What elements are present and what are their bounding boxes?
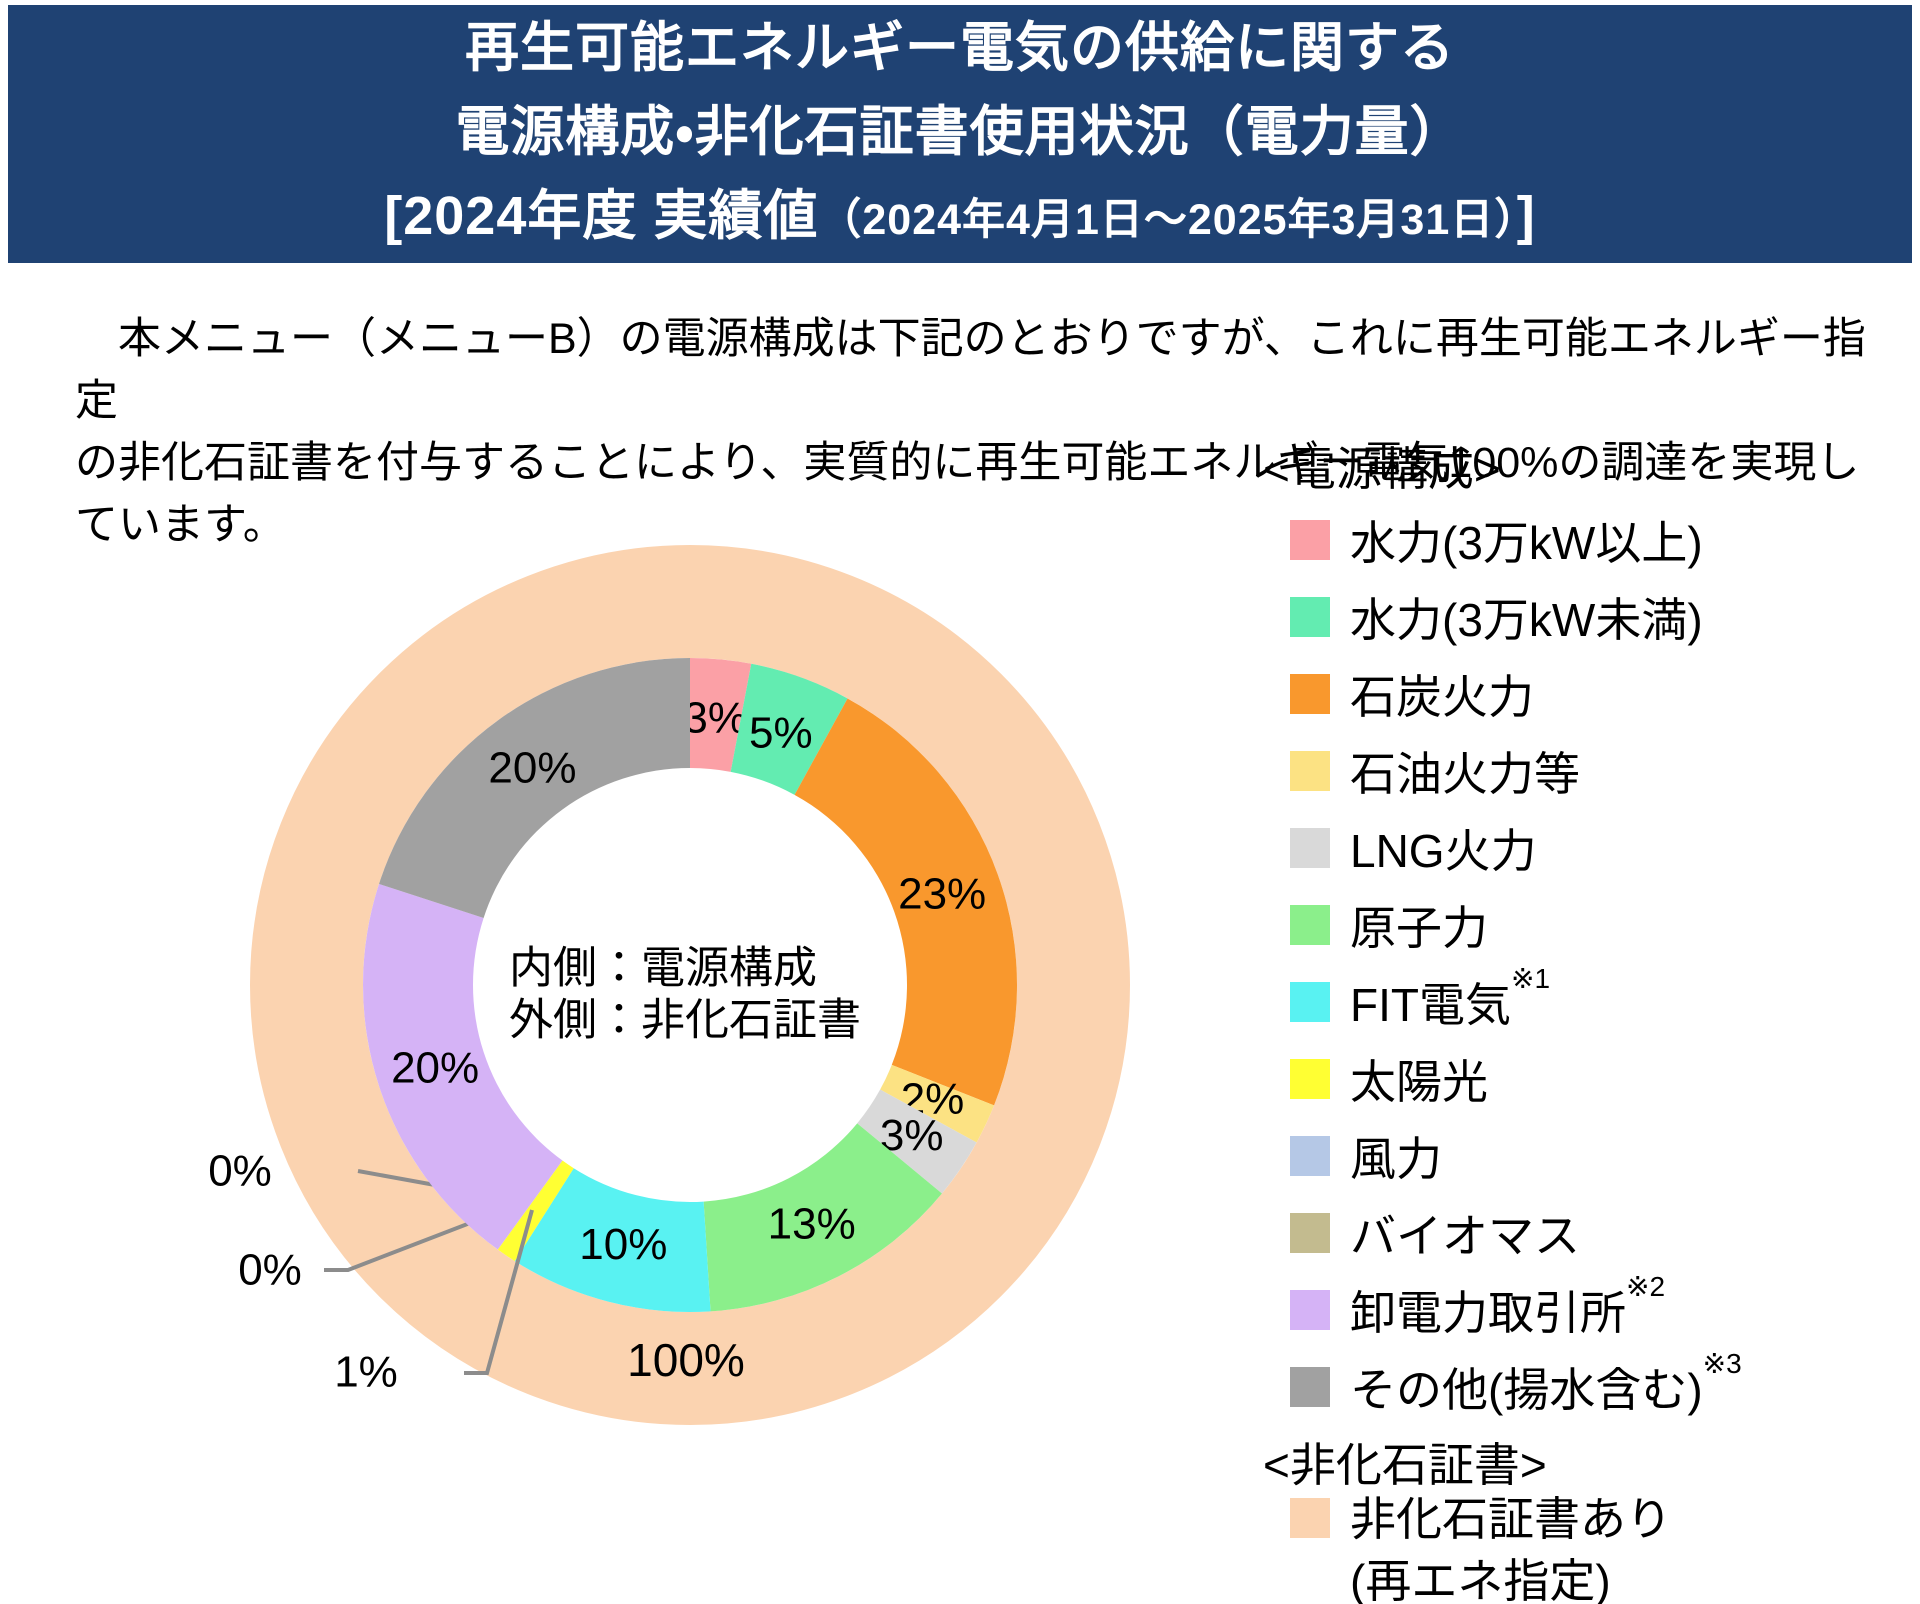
legend-group-header: <非化石証書>: [1263, 1439, 1547, 1491]
title-line-3-period: （2024年4月1日～2025年3月31日）: [818, 196, 1517, 244]
legend-color-swatch: [1290, 1366, 1330, 1407]
legend-item: LNG火力: [1263, 809, 1908, 886]
legend-item-label: 卸電力取引所※2: [1350, 1271, 1666, 1339]
legend-item-label: 石油火力等: [1350, 747, 1580, 800]
donut-segment: [514, 1168, 711, 1312]
legend-item: 卸電力取引所※2: [1263, 1271, 1908, 1348]
title-line-3-prefix: [2024年度 実績値: [384, 186, 819, 246]
legend-item-label: 原子力: [1350, 901, 1488, 954]
title-line-3: [2024年度 実績値（2024年4月1日～2025年3月31日）]: [384, 174, 1536, 262]
legend: <電源構成> 水力(3万kW以上) 水力(3万kW未満) 石炭火力石油火力等 LNG火力…: [1263, 444, 1908, 1604]
chart-percent-label: 13%: [768, 1199, 856, 1248]
intro-paragraph: 本メニュー（メニューB）の電源構成は下記のとおりですが、これに再生可能エネルギー…: [75, 308, 1885, 556]
title-line-1: 再生可能エネルギー電気の供給に関する: [465, 18, 1455, 78]
legend-item: 石油火力等: [1263, 732, 1908, 809]
legend-item-label: 水力(3万kW以上): [1350, 516, 1703, 569]
legend-item: 水力(3万kW以上): [1263, 501, 1908, 578]
legend-color-swatch: [1290, 596, 1330, 637]
legend-item: 非化石証書あり (再エネ指定): [1263, 1488, 1908, 1604]
chart-percent-label: 100%: [627, 1334, 745, 1386]
legend-color-swatch: [1290, 1135, 1330, 1176]
legend-item: 風力: [1263, 1117, 1908, 1194]
legend-item: FIT電気※1: [1263, 963, 1908, 1040]
legend-color-swatch: [1290, 827, 1330, 868]
intro-line: ています。: [75, 501, 286, 549]
leader-line: [324, 1201, 523, 1272]
chart-percent-label: 20%: [488, 744, 576, 793]
legend-item-label: FIT電気※1: [1350, 963, 1551, 1031]
legend-color-swatch: [1290, 1498, 1330, 1538]
chart-percent-label: 0%: [238, 1246, 302, 1295]
title-line-2: 電源構成・非化石証書使用状況（電力量）: [455, 102, 1465, 162]
legend-item-label: その他(揚水含む)※3: [1350, 1348, 1742, 1416]
donut-segment: [690, 658, 752, 772]
legend-item-label: 水力(3万kW未満): [1350, 593, 1703, 646]
legend-color-swatch: [1290, 1289, 1330, 1330]
leader-line: [464, 1209, 534, 1375]
legend-item-label: 非化石証書あり (再エネ指定): [1350, 1493, 1672, 1604]
legend-item: 原子力: [1263, 886, 1908, 963]
chart-percent-label: 10%: [579, 1220, 667, 1269]
chart-percent-label: 3%: [683, 694, 747, 743]
legend-item: その他(揚水含む)※3: [1263, 1348, 1908, 1425]
legend-color-swatch: [1290, 673, 1330, 714]
donut-outer-ring-segment: [250, 545, 1130, 1425]
title-line-3-suffix: ]: [1516, 186, 1536, 246]
legend-item: 水力(3万kW未満): [1263, 578, 1908, 655]
chart-percent-label: 1%: [334, 1348, 398, 1397]
title-banner: 再生可能エネルギー電気の供給に関する 電源構成・非化石証書使用状況（電力量） […: [8, 5, 1912, 263]
intro-line: 本メニュー（メニューB）の電源構成は下記のとおりですが、これに再生可能エネルギー…: [75, 315, 1866, 425]
donut-segment: [730, 663, 848, 795]
legend-color-swatch: [1290, 519, 1330, 560]
legend-item-label: 風力: [1350, 1132, 1442, 1185]
legend-item: 太陽光: [1263, 1040, 1908, 1117]
donut-segment: [379, 658, 690, 918]
legend-color-swatch: [1290, 904, 1330, 945]
donut-chart: 3% 5%23%2%3%13%10%1%0%0%20%20%100%内側：電源構成…: [208, 545, 1130, 1425]
donut-segment: [497, 1160, 574, 1262]
intro-line: の非化石証書を付与することにより、実質的に再生可能エネルギー電気100%の調達を…: [75, 439, 1860, 487]
legend-item: バイオマス: [1263, 1194, 1908, 1271]
donut-segment: [363, 883, 563, 1250]
legend-color-swatch: [1290, 1212, 1330, 1253]
legend-item-label: バイオマス: [1350, 1209, 1580, 1262]
chart-percent-label: 5%: [749, 708, 813, 757]
legend-color-swatch: [1290, 750, 1330, 791]
donut-segment: [880, 1064, 995, 1143]
legend-color-swatch: [1290, 1058, 1330, 1099]
chart-percent-label: 23%: [898, 870, 986, 919]
legend-item-label: LNG火力: [1350, 824, 1537, 877]
chart-center-label: 外側：非化石証書: [509, 996, 861, 1045]
legend-item-label: 石炭火力: [1350, 670, 1534, 723]
legend-group-header: <電源構成>: [1263, 443, 1501, 495]
donut-segment: [857, 1089, 977, 1194]
donut-segment: [794, 698, 1018, 1106]
chart-center-label: 内側：電源構成: [509, 944, 817, 993]
chart-percent-label: 0%: [208, 1147, 272, 1196]
legend-item: 石炭火力: [1263, 655, 1908, 732]
donut-segment: [703, 1123, 942, 1312]
chart-percent-label: 20%: [391, 1043, 479, 1092]
legend-item-label: 太陽光: [1350, 1055, 1488, 1108]
legend-color-swatch: [1290, 981, 1330, 1022]
donut-chart-area: 3% 5% 23% 2% 3% 13% 10% 1% 0% 0% 20% 20% 100% 内側：電源構成…: [0, 444, 1250, 1604]
